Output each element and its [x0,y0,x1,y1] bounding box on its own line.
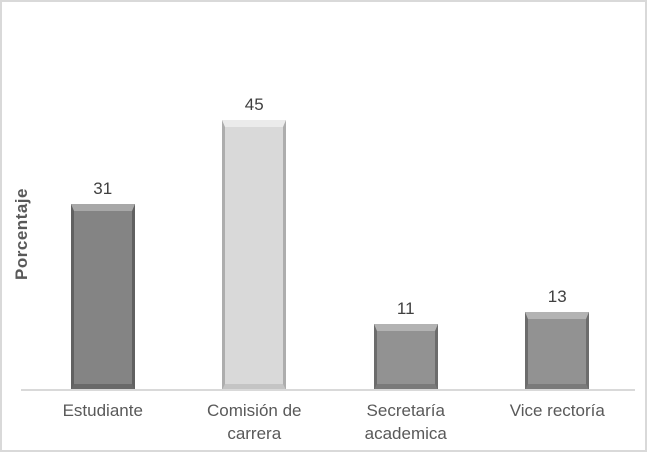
bar-comision-de-carrera [222,120,287,390]
x-axis-category-label: Estudiante [62,401,143,420]
bar-slot: 31 [27,2,179,390]
bar-secretaria-academica [373,324,438,390]
x-axis-category-label: Secretaría academica [364,401,447,443]
bar-estudiante [70,204,135,390]
bar-slot: 11 [330,2,482,390]
bar-slot: 45 [179,2,331,390]
bar-value-label: 45 [244,95,264,114]
bar-value-label: 11 [396,299,415,318]
x-axis-category-label: Comisión de carrera [207,401,302,443]
bar-value-label: 13 [547,287,567,306]
plot-area: 31 45 11 13 [27,2,633,390]
x-axis-category-labels: Estudiante Comisión de carrera Secretaría … [27,399,633,445]
bar-vice-rectoria [525,312,590,390]
bar-slot: 13 [482,2,634,390]
bar-value-label: 31 [93,179,113,198]
x-axis-category-label: Vice rectoría [509,401,605,420]
x-axis-line [21,389,635,391]
